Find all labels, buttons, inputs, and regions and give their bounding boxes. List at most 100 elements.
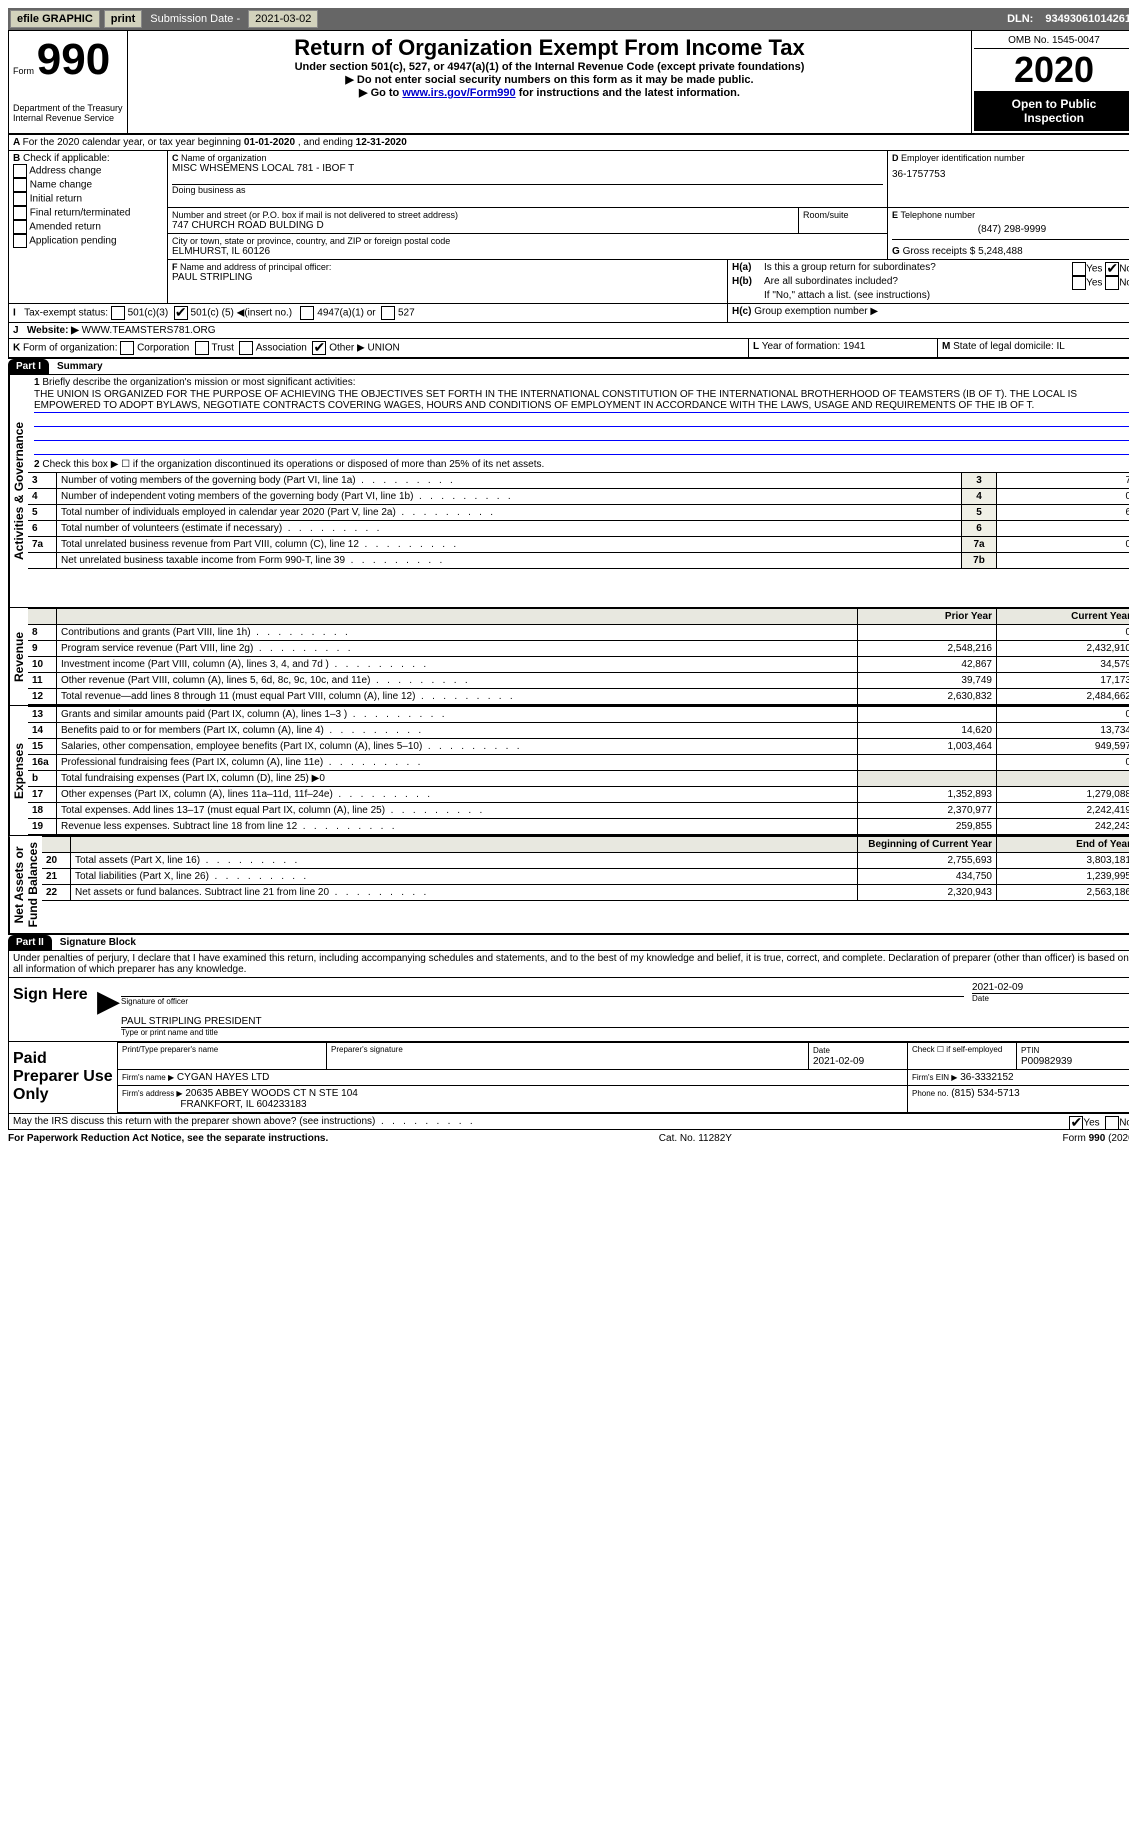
k-corp: Corporation <box>137 343 189 354</box>
dln-label: DLN: <box>1003 11 1037 27</box>
col-eoy: End of Year <box>997 837 1129 853</box>
addr-value: 747 CHURCH ROAD BULDING D <box>172 220 794 231</box>
line-l-label: Year of formation: <box>762 341 841 352</box>
room-label: Room/suite <box>803 210 883 220</box>
open-inspection: Open to Public Inspection <box>974 91 1129 131</box>
website-label: Website: ▶ <box>27 325 79 336</box>
sign-arrow-icon: ▶ <box>97 978 117 1041</box>
k-trust-chk[interactable] <box>195 341 209 355</box>
hb-yes-chk[interactable] <box>1072 276 1086 290</box>
line-m-label: State of legal domicile: <box>953 341 1054 352</box>
expenses-table: 13Grants and similar amounts paid (Part … <box>28 706 1129 835</box>
i-501c: 501(c) ( <box>191 308 225 319</box>
activities-table: 3Number of voting members of the governi… <box>28 472 1129 569</box>
ptin-lbl: PTIN <box>1021 1046 1039 1055</box>
sign-date-label: Date <box>972 994 1129 1003</box>
boxb-item: Initial return <box>13 192 163 206</box>
hb-yes: Yes <box>1086 278 1102 289</box>
irs-link[interactable]: www.irs.gov/Form990 <box>402 87 515 99</box>
firm-name-lbl: Firm's name ▶ <box>122 1073 174 1082</box>
ha-yes-chk[interactable] <box>1072 262 1086 276</box>
line-m-value: IL <box>1057 341 1065 352</box>
line-a-pre: For the 2020 calendar year, or tax year … <box>23 137 244 148</box>
ha-no: No <box>1119 264 1129 275</box>
ha-yes: Yes <box>1086 264 1102 275</box>
dba-label: Doing business as <box>172 185 883 195</box>
q1-label: Briefly describe the organization's miss… <box>42 377 355 388</box>
table-row: 11Other revenue (Part VIII, column (A), … <box>28 673 1129 689</box>
tax-year: 2020 <box>974 49 1129 91</box>
hc-label: Group exemption number ▶ <box>754 306 878 317</box>
firm-addr: 20635 ABBEY WOODS CT N STE 104 <box>185 1088 358 1099</box>
table-row: 10Investment income (Part VIII, column (… <box>28 657 1129 673</box>
sign-here: Sign Here <box>9 978 97 1041</box>
table-row: 17Other expenses (Part IX, column (A), l… <box>28 787 1129 803</box>
dept-treasury: Department of the Treasury Internal Reve… <box>13 103 123 123</box>
subdate-value: 2021-03-02 <box>248 10 318 28</box>
netassets-table: Beginning of Current YearEnd of Year 20T… <box>42 836 1129 901</box>
dln-value: 93493061014261 <box>1041 11 1129 27</box>
table-row: 8Contributions and grants (Part VIII, li… <box>28 625 1129 641</box>
i-insert: ) ◀(insert no.) <box>231 308 293 319</box>
name-label: Name of organization <box>181 153 267 163</box>
firm-ein: 36-3332152 <box>960 1072 1013 1083</box>
table-row: 18Total expenses. Add lines 13–17 (must … <box>28 803 1129 819</box>
sign-date: 2021-02-09 <box>972 982 1129 993</box>
table-row: 12Total revenue—add lines 8 through 11 (… <box>28 689 1129 705</box>
line-k-label: Form of organization: <box>23 343 118 354</box>
website-value: WWW.TEAMSTERS781.ORG <box>82 325 216 336</box>
k-assoc: Association <box>256 343 307 354</box>
form-number: 990 <box>37 35 110 84</box>
i-501c-chk[interactable] <box>174 306 188 320</box>
side-netassets: Net Assets or Fund Balances <box>9 836 42 933</box>
k-assoc-chk[interactable] <box>239 341 253 355</box>
firm-phone-lbl: Phone no. <box>912 1089 948 1098</box>
k-other: Other ▶ <box>329 343 364 354</box>
discuss-no: No <box>1119 1118 1129 1129</box>
table-row: 22Net assets or fund balances. Subtract … <box>42 885 1129 901</box>
firm-city: FRANKFORT, IL 604233183 <box>180 1099 306 1110</box>
discuss-yes-chk[interactable] <box>1069 1116 1083 1130</box>
form-word: Form <box>13 66 34 76</box>
ein-label: Employer identification number <box>901 153 1025 163</box>
line-l-value: 1941 <box>843 341 865 352</box>
table-row: 14Benefits paid to or for members (Part … <box>28 723 1129 739</box>
officer-label: Name and address of principal officer: <box>180 262 331 272</box>
col-current-year: Current Year <box>997 609 1129 625</box>
note-ssn: Do not enter social security numbers on … <box>357 74 754 86</box>
k-other-val: UNION <box>367 343 399 354</box>
k-corp-chk[interactable] <box>120 341 134 355</box>
firm-ein-lbl: Firm's EIN ▶ <box>912 1073 957 1082</box>
col-prior-year: Prior Year <box>858 609 997 625</box>
pra-notice: For Paperwork Reduction Act Notice, see … <box>8 1133 328 1144</box>
table-row: 16aProfessional fundraising fees (Part I… <box>28 755 1129 771</box>
i-501c3-chk[interactable] <box>111 306 125 320</box>
table-row: 7aTotal unrelated business revenue from … <box>28 537 1129 553</box>
ha-no-chk[interactable] <box>1105 262 1119 276</box>
efile-btn[interactable]: efile GRAPHIC <box>10 10 100 28</box>
officer-printed: PAUL STRIPLING PRESIDENT <box>121 1016 1129 1027</box>
self-employed: Check ☐ if self-employed <box>908 1043 1017 1070</box>
i-4947-chk[interactable] <box>300 306 314 320</box>
catalog-no: Cat. No. 11282Y <box>659 1133 732 1144</box>
k-other-chk[interactable] <box>312 341 326 355</box>
table-row: 4Number of independent voting members of… <box>28 489 1129 505</box>
boxb-item: Name change <box>13 178 163 192</box>
line-i-label: Tax-exempt status: <box>24 308 108 319</box>
ptin-val: P00982939 <box>1021 1056 1072 1067</box>
discuss-q: May the IRS discuss this return with the… <box>13 1116 375 1127</box>
addr-label: Number and street (or P.O. box if mail i… <box>172 210 794 220</box>
discuss-no-chk[interactable] <box>1105 1116 1119 1130</box>
omb-number: OMB No. 1545-0047 <box>974 33 1129 49</box>
firm-addr-lbl: Firm's address ▶ <box>122 1089 183 1098</box>
declaration: Under penalties of perjury, I declare th… <box>8 951 1129 978</box>
officer-printed-label: Type or print name and title <box>121 1028 1129 1037</box>
ha-label: Is this a group return for subordinates? <box>764 262 1072 276</box>
part1-hdr: Part I <box>8 359 49 374</box>
form-header: Form 990 Department of the Treasury Inte… <box>8 30 1129 134</box>
print-btn[interactable]: print <box>104 10 142 28</box>
ein-value: 36-1757753 <box>892 163 1129 186</box>
paid-preparer: Paid Preparer Use Only <box>9 1042 117 1113</box>
i-527-chk[interactable] <box>381 306 395 320</box>
hb-no-chk[interactable] <box>1105 276 1119 290</box>
